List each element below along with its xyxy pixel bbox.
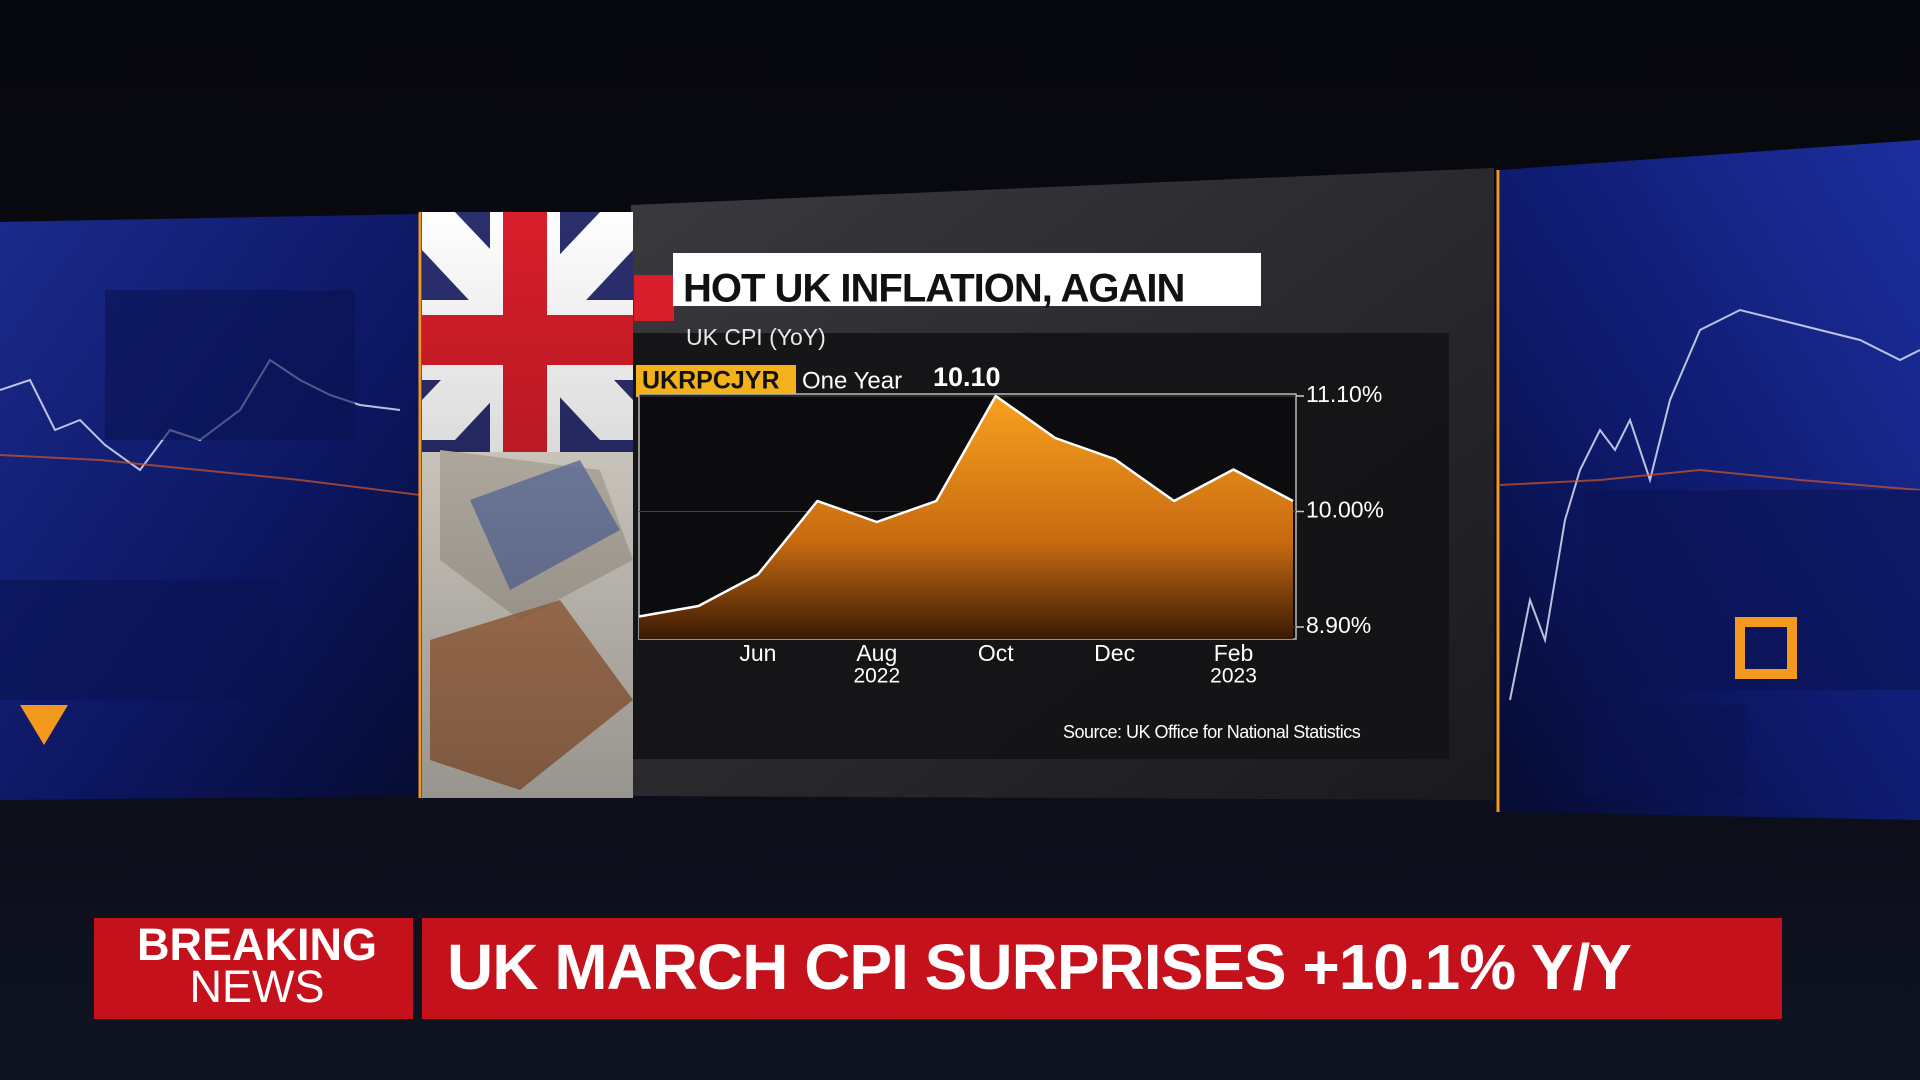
headline-box <box>422 918 1782 1019</box>
x-tick-label: Aug <box>856 640 897 666</box>
x-tick-label: Jun <box>739 640 776 666</box>
left-screen-icon <box>20 705 68 745</box>
breaking-tag-box <box>94 918 413 1019</box>
x-year-label: 2023 <box>1210 665 1257 688</box>
x-year-label: 2022 <box>853 665 900 688</box>
last-value: 10.10 <box>933 362 1001 392</box>
x-tick-label: Oct <box>978 640 1014 666</box>
ticker-box <box>636 365 796 397</box>
title-accent <box>634 275 674 321</box>
left-screen-panel <box>0 580 280 700</box>
y-tick-label: 10.00% <box>1306 497 1384 523</box>
headline: UK MARCH CPI SURPRISES +10.1% Y/Y <box>447 931 1631 1003</box>
title-box <box>673 253 1261 306</box>
left-screen-line <box>0 454 421 496</box>
flag-shade <box>422 212 633 798</box>
right-screen-line <box>1499 468 1920 491</box>
left-screen-panel <box>105 290 355 440</box>
breaking-tag: NEWS <box>190 961 325 1012</box>
chart-title: HOT UK INFLATION, AGAIN <box>683 267 1184 311</box>
right-screen-line <box>1509 308 1920 701</box>
ticker: UKRPCJYR <box>642 367 780 395</box>
breaking-tag: BREAKING <box>137 919 377 970</box>
source-note: Source: UK Office for National Statistic… <box>1063 722 1361 742</box>
y-tick-label: 11.10% <box>1306 381 1382 407</box>
chart-subtitle: UK CPI (YoY) <box>686 324 826 350</box>
right-screen-panel <box>1585 705 1745 795</box>
y-tick-label: 8.90% <box>1306 612 1371 638</box>
period: One Year <box>802 367 902 394</box>
line <box>638 394 1294 618</box>
right-screen-icon <box>1735 617 1797 679</box>
x-tick-label: Feb <box>1214 640 1254 666</box>
x-tick-label: Dec <box>1094 640 1135 666</box>
area <box>639 396 1293 639</box>
flag-panel <box>422 212 633 798</box>
right-screen-panel <box>1585 490 1920 690</box>
